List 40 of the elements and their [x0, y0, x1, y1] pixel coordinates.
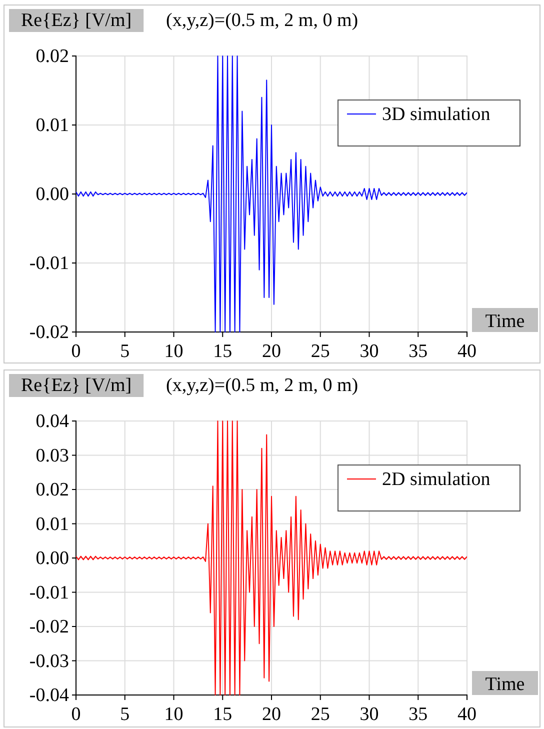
x-tick-label: 5 [120, 704, 130, 726]
y-tick-label: -0.03 [29, 650, 69, 672]
x-tick-label: 35 [408, 704, 428, 726]
y-tick-label: -0.02 [29, 616, 69, 638]
x-tick-label: 30 [360, 341, 379, 362]
y-tick-label: 0.01 [36, 514, 69, 535]
x-tick-label: 20 [262, 341, 281, 362]
x-tick-label: 30 [360, 704, 379, 726]
y-tick-label: 0.03 [36, 445, 69, 466]
chart-title: (x,y,z)=(0.5 m, 2 m, 0 m) [166, 375, 358, 396]
y-axis-title: Re{Ez} [V/m] [21, 10, 132, 31]
x-tick-label: 15 [213, 341, 232, 362]
y-tick-label: -0.01 [29, 582, 69, 604]
y-tick-label: -0.04 [29, 685, 70, 706]
y-tick-label: 0.02 [36, 46, 69, 68]
x-tick-label: 15 [213, 704, 232, 726]
x-axis-title: Time [485, 674, 525, 695]
x-tick-label: 0 [71, 341, 81, 362]
x-axis-title: Time [485, 311, 525, 332]
legend-label: 2D simulation [382, 469, 491, 490]
y-tick-label: -0.02 [29, 322, 69, 344]
x-tick-label: 25 [310, 704, 330, 726]
y-tick-label: 0.04 [36, 411, 70, 432]
x-tick-label: 0 [71, 704, 81, 726]
x-tick-label: 25 [310, 341, 330, 362]
legend-label: 3D simulation [382, 104, 491, 125]
x-tick-label: 40 [458, 704, 476, 726]
y-tick-label: 0.02 [36, 480, 69, 501]
x-tick-label: 35 [408, 341, 428, 362]
chart-title: (x,y,z)=(0.5 m, 2 m, 0 m) [166, 10, 358, 31]
y-axis-title: Re{Ez} [V/m] [21, 375, 132, 396]
x-tick-label: 20 [262, 704, 281, 726]
x-tick-label: 5 [120, 341, 130, 362]
y-tick-label: 0.01 [36, 115, 69, 136]
y-tick-label: 0.00 [36, 184, 69, 206]
y-tick-label: 0.00 [36, 548, 69, 570]
x-tick-label: 10 [164, 704, 184, 726]
y-tick-label: -0.01 [29, 253, 69, 274]
x-tick-label: 40 [458, 341, 476, 362]
x-tick-label: 10 [164, 341, 184, 362]
